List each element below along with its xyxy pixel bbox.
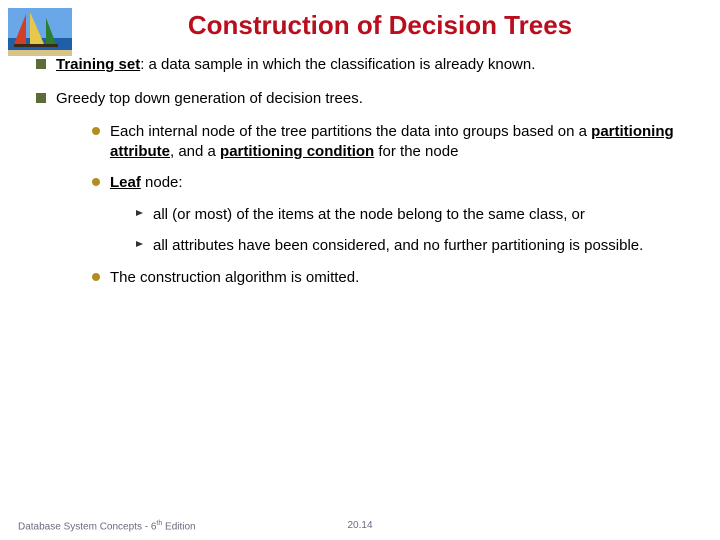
subbullet-omitted: The construction algorithm is omitted. — [92, 268, 690, 288]
circle-bullet-icon — [92, 127, 100, 135]
footer-left-text: Database System Concepts - 6th Edition — [18, 520, 196, 532]
logo-image — [8, 8, 72, 56]
subbullet-internal-node: Each internal node of the tree partition… — [92, 122, 690, 161]
slide-title: Construction of Decision Trees — [0, 0, 720, 41]
square-bullet-icon — [36, 93, 46, 103]
triangle-bullet-icon — [136, 210, 143, 216]
bullet-greedy: Greedy top down generation of decision t… — [36, 89, 690, 109]
bullet-text: all attributes have been considered, and… — [153, 236, 690, 256]
slide-footer: Database System Concepts - 6th Edition 2… — [0, 520, 720, 532]
subsubbullet-all-attributes: all attributes have been considered, and… — [136, 236, 690, 256]
subbullet-leaf-node: Leaf node: — [92, 173, 690, 193]
subsubbullet-same-class: all (or most) of the items at the node b… — [136, 205, 690, 225]
bullet-training-set: Training set: a data sample in which the… — [36, 55, 690, 75]
square-bullet-icon — [36, 59, 46, 69]
bullet-text: Greedy top down generation of decision t… — [56, 89, 690, 109]
circle-bullet-icon — [92, 178, 100, 186]
bullet-text: Each internal node of the tree partition… — [110, 122, 690, 161]
slide-content: Training set: a data sample in which the… — [0, 41, 720, 287]
bullet-text: Training set: a data sample in which the… — [56, 55, 690, 75]
triangle-bullet-icon — [136, 241, 143, 247]
bullet-text: The construction algorithm is omitted. — [110, 268, 690, 288]
bullet-text: Leaf node: — [110, 173, 690, 193]
circle-bullet-icon — [92, 273, 100, 281]
footer-page-number: 20.14 — [347, 520, 372, 531]
bullet-text: all (or most) of the items at the node b… — [153, 205, 690, 225]
